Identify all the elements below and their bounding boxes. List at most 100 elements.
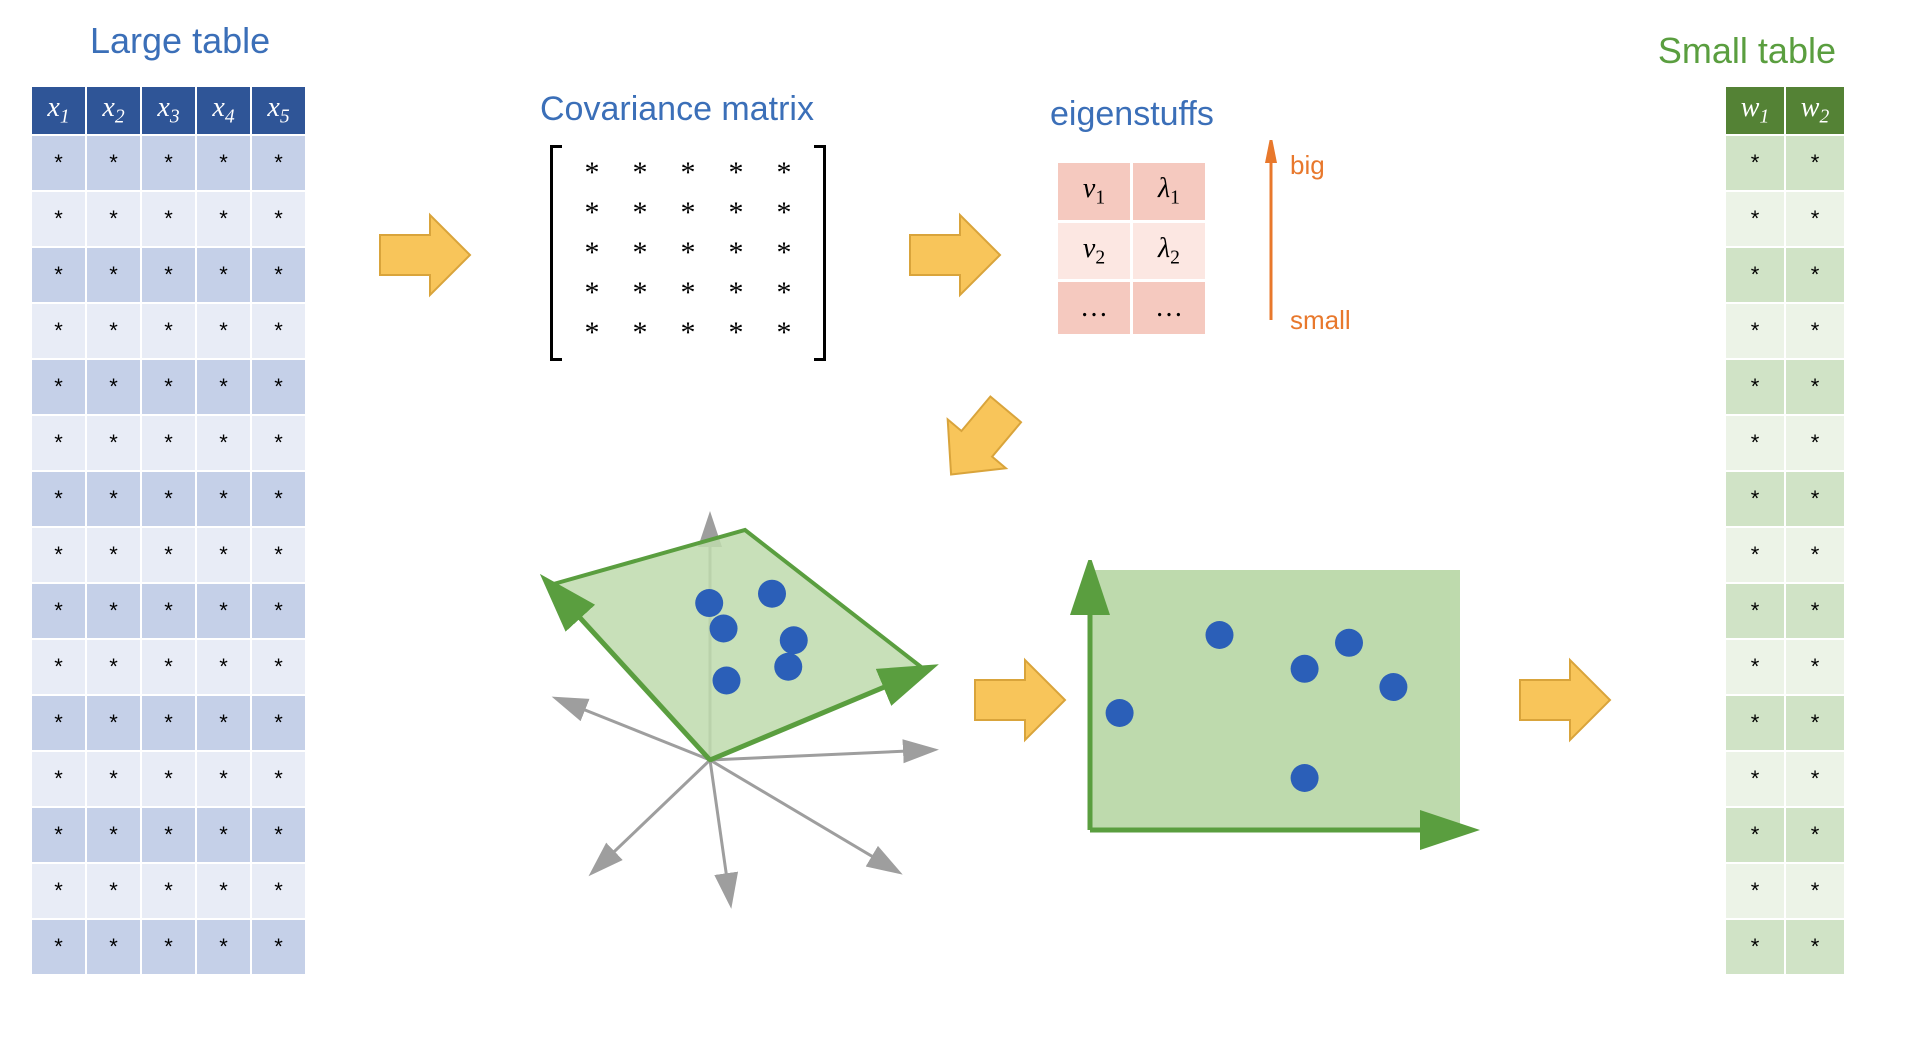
large-table-header: x4 — [196, 86, 251, 135]
cov-matrix-cell: * — [568, 273, 616, 313]
large-table-header: x1 — [31, 86, 86, 135]
large-table-cell: * — [141, 415, 196, 471]
large-table-cell: * — [86, 191, 141, 247]
cov-matrix-cell: * — [664, 313, 712, 353]
large-table-cell: * — [141, 807, 196, 863]
projection-2d-point — [1106, 699, 1134, 727]
small-table-cell: * — [1785, 807, 1845, 863]
large-table-cell: * — [196, 751, 251, 807]
large-table-cell: * — [86, 807, 141, 863]
large-table-cell: * — [196, 359, 251, 415]
small-table-cell: * — [1785, 863, 1845, 919]
projection-3d-point — [695, 589, 723, 617]
large-table-cell: * — [196, 247, 251, 303]
cov-matrix-cell: * — [712, 233, 760, 273]
large-table-cell: * — [196, 191, 251, 247]
small-table-cell: * — [1785, 527, 1845, 583]
large-table-cell: * — [141, 471, 196, 527]
large-table-cell: * — [86, 135, 141, 191]
large-table-cell: * — [86, 471, 141, 527]
projection-2d-point — [1291, 655, 1319, 683]
large-table-cell: * — [251, 359, 306, 415]
small-table-cell: * — [1785, 247, 1845, 303]
large-table-cell: * — [141, 303, 196, 359]
small-table-cell: * — [1725, 191, 1785, 247]
large-table-cell: * — [31, 583, 86, 639]
projection-3d-point — [713, 667, 741, 695]
small-table-cell: * — [1785, 639, 1845, 695]
covariance-title: Covariance matrix — [540, 90, 814, 129]
cov-matrix-cell: * — [568, 153, 616, 193]
large-table-cell: * — [141, 751, 196, 807]
small-table-cell: * — [1785, 751, 1845, 807]
large-table-cell: * — [31, 863, 86, 919]
cov-matrix-cell: * — [616, 233, 664, 273]
small-table-cell: * — [1725, 639, 1785, 695]
large-table-cell: * — [86, 583, 141, 639]
large-table-cell: * — [141, 863, 196, 919]
large-table-cell: * — [251, 807, 306, 863]
small-table-cell: * — [1785, 695, 1845, 751]
large-table-cell: * — [31, 639, 86, 695]
large-table-cell: * — [31, 807, 86, 863]
large-table-cell: * — [31, 471, 86, 527]
eigen-title: eigenstuffs — [1050, 95, 1214, 134]
eigen-magnitude-arrow-icon — [1260, 140, 1282, 330]
small-table-cell: * — [1725, 359, 1785, 415]
large-table-cell: * — [251, 751, 306, 807]
large-table-cell: * — [196, 863, 251, 919]
large-table-cell: * — [86, 751, 141, 807]
large-table-cell: * — [141, 247, 196, 303]
cov-matrix-cell: * — [568, 313, 616, 353]
small-table-cell: * — [1725, 807, 1785, 863]
covariance-matrix: ************************* — [550, 145, 826, 361]
large-table-cell: * — [196, 303, 251, 359]
cov-matrix-cell: * — [568, 193, 616, 233]
large-table-cell: * — [196, 919, 251, 975]
large-table-cell: * — [251, 415, 306, 471]
large-table-cell: * — [141, 583, 196, 639]
large-table-cell: * — [31, 191, 86, 247]
eigen-table: v1λ1v2λ2…… — [1055, 160, 1208, 337]
cov-matrix-cell: * — [712, 153, 760, 193]
cov-matrix-cell: * — [760, 153, 808, 193]
eigen-vector-cell: … — [1057, 281, 1132, 336]
large-table-cell: * — [196, 527, 251, 583]
small-table-header: w2 — [1785, 86, 1845, 135]
large-table-header: x5 — [251, 86, 306, 135]
large-table-cell: * — [196, 135, 251, 191]
eigen-small-label: small — [1290, 305, 1351, 336]
large-table-cell: * — [31, 751, 86, 807]
projection-3d-diagram — [500, 500, 970, 920]
large-table-cell: * — [251, 639, 306, 695]
projection-2d-point — [1291, 764, 1319, 792]
projection-2d-point — [1379, 673, 1407, 701]
large-table-header: x2 — [86, 86, 141, 135]
eigen-value-cell: λ1 — [1132, 162, 1207, 222]
large-table-cell: * — [251, 863, 306, 919]
large-table-cell: * — [251, 583, 306, 639]
projection-3d-point — [774, 653, 802, 681]
cov-matrix-cell: * — [616, 313, 664, 353]
eigen-value-cell: … — [1132, 281, 1207, 336]
eigen-value-cell: λ2 — [1132, 221, 1207, 281]
large-table-cell: * — [86, 695, 141, 751]
projection-2d-diagram — [1070, 560, 1480, 860]
eigen-vector-cell: v1 — [1057, 162, 1132, 222]
cov-matrix-cell: * — [616, 273, 664, 313]
large-table-cell: * — [86, 919, 141, 975]
small-table-cell: * — [1725, 415, 1785, 471]
small-table-cell: * — [1785, 359, 1845, 415]
small-table-cell: * — [1725, 247, 1785, 303]
large-table-cell: * — [251, 527, 306, 583]
cov-matrix-cell: * — [664, 273, 712, 313]
eigen-big-label: big — [1290, 150, 1325, 181]
small-table-title: Small table — [1658, 30, 1836, 72]
projection-2d-point — [1206, 621, 1234, 649]
small-table-cell: * — [1725, 303, 1785, 359]
large-table-cell: * — [141, 919, 196, 975]
small-table-cell: * — [1785, 135, 1845, 191]
cov-matrix-cell: * — [760, 313, 808, 353]
large-table-cell: * — [196, 807, 251, 863]
small-table-cell: * — [1725, 583, 1785, 639]
